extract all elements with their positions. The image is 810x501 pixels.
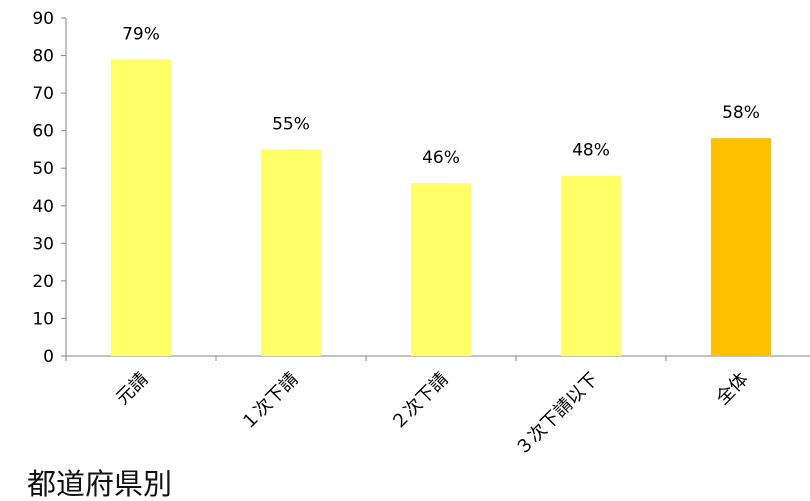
- category-label: 全体: [712, 369, 752, 409]
- y-tick-label: 70: [32, 84, 54, 104]
- category-label: ２次下請: [387, 369, 453, 435]
- category-label: ３次下請以下: [511, 369, 602, 460]
- data-label: 48%: [572, 141, 610, 161]
- data-label: 46%: [422, 148, 460, 168]
- category-label: １次下請: [237, 369, 303, 435]
- category-label: 元請: [112, 369, 152, 409]
- data-label: 55%: [272, 114, 310, 134]
- bar: [411, 183, 471, 356]
- y-tick-label: 50: [32, 159, 54, 179]
- bar: [261, 149, 321, 356]
- bar: [711, 138, 771, 356]
- y-tick-label: 90: [32, 9, 54, 29]
- data-label: 79%: [122, 24, 160, 44]
- category-labels: 元請 １次下請 ２次下請 ３次下請以下 全体: [112, 369, 752, 460]
- y-tick-label: 30: [32, 234, 54, 254]
- x-axis: [65, 355, 810, 361]
- y-tick-label: 10: [32, 309, 54, 329]
- y-tick-label: 60: [32, 122, 54, 142]
- y-tick-label: 40: [32, 197, 54, 217]
- bar: [111, 59, 171, 357]
- y-tick-label: 0: [43, 347, 54, 367]
- y-tick-label: 20: [32, 272, 54, 292]
- y-axis: 0 10 20 30 40 50 60 70 80 90: [32, 9, 67, 367]
- bar: [561, 175, 621, 356]
- y-tick-label: 80: [32, 47, 54, 67]
- bars: [111, 59, 771, 357]
- data-label: 58%: [722, 103, 760, 123]
- data-labels: 79% 55% 46% 48% 58%: [122, 24, 760, 168]
- caption: 都道府県別: [27, 467, 173, 501]
